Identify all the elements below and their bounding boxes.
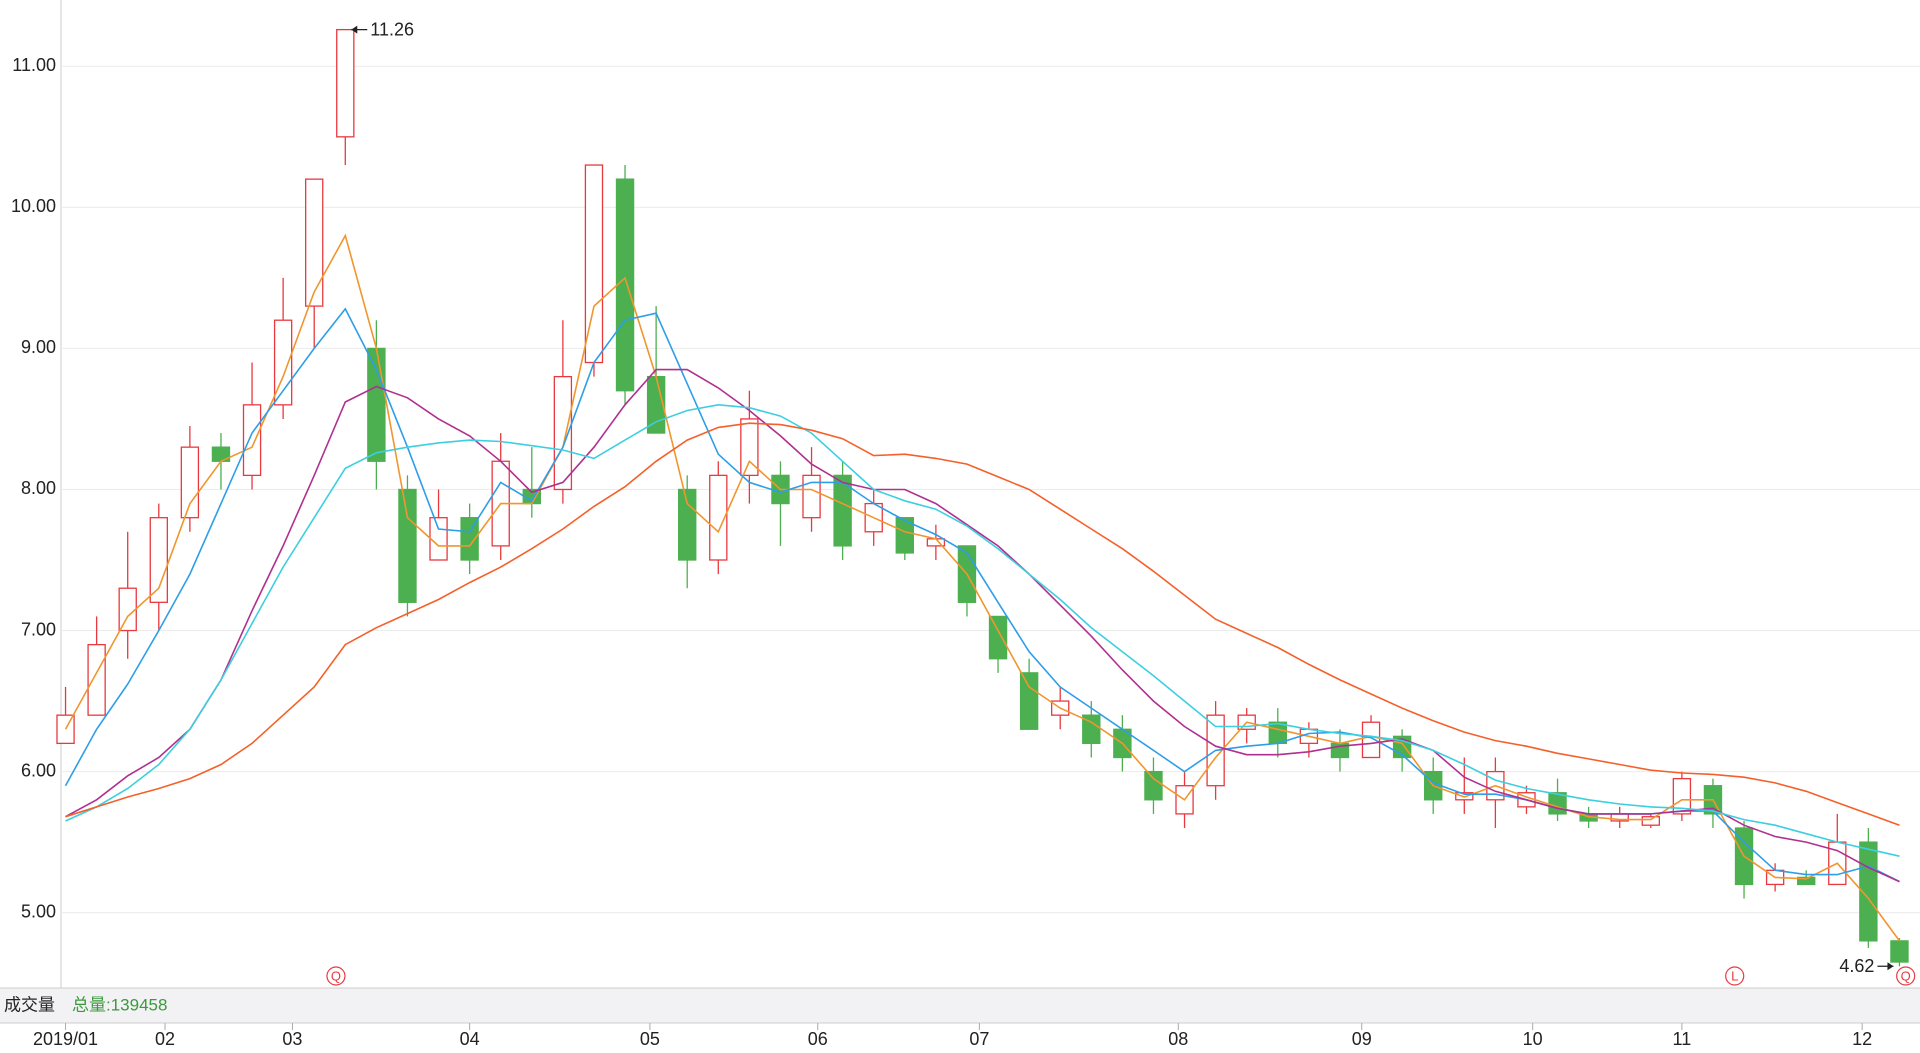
candle-body: [149, 517, 168, 603]
candle-body: [1019, 672, 1039, 730]
signal-label: Q: [331, 968, 341, 983]
x-tick-label: 2019/01: [33, 1029, 98, 1049]
y-tick-label: 11.00: [12, 55, 56, 75]
candle-body: [802, 474, 821, 519]
ma-line: [64, 307, 1900, 883]
candle-body: [1641, 816, 1660, 826]
ma-line: [65, 368, 1900, 883]
x-tick-label: 09: [1352, 1029, 1372, 1049]
candle-body: [242, 404, 262, 477]
candle-body: [1797, 876, 1816, 886]
candle-body: [118, 587, 137, 632]
signal-label: L: [1731, 968, 1738, 983]
signal-circle: [1725, 966, 1745, 986]
candle-body: [460, 517, 479, 561]
signal-label: Q: [1901, 968, 1911, 983]
ma-line: [65, 422, 1900, 826]
candle-body: [833, 474, 852, 547]
x-tick-label: 11: [1673, 1029, 1692, 1049]
annotation-arrowhead: [351, 25, 358, 34]
candle-body: [1361, 721, 1381, 759]
volume-total: 总量:139458: [72, 995, 167, 1014]
signal-circle: [1896, 966, 1916, 986]
candle-body: [180, 446, 200, 519]
candle-body: [740, 418, 759, 477]
x-tick-label: 03: [282, 1029, 302, 1049]
max-label: 11.26: [370, 19, 414, 39]
candle-body: [87, 643, 106, 716]
candle-body: [1144, 770, 1163, 801]
x-tick-label: 06: [808, 1029, 828, 1049]
x-tick-label: 12: [1852, 1029, 1872, 1049]
candle-body: [615, 178, 635, 392]
y-tick-label: 8.00: [21, 478, 56, 498]
candle-body: [1890, 940, 1909, 963]
candle-body: [895, 517, 914, 554]
y-tick-label: 10.00: [11, 196, 56, 216]
volume-title: 成交量: [4, 995, 55, 1014]
candle-body: [1082, 714, 1101, 745]
y-tick-label: 9.00: [21, 337, 56, 357]
x-tick-label: 07: [969, 1029, 989, 1049]
x-tick-label: 10: [1523, 1029, 1543, 1049]
min-label: 4.62: [1839, 956, 1874, 976]
y-tick-label: 7.00: [21, 619, 56, 639]
ma-line: [64, 233, 1901, 942]
x-tick-label: 04: [460, 1029, 480, 1049]
candle-body: [367, 347, 386, 462]
signal-circle: [326, 966, 346, 986]
x-tick-label: 02: [155, 1029, 175, 1049]
candle-body: [1672, 777, 1692, 815]
annotation-arrowhead: [1887, 962, 1894, 971]
x-tick-label: 08: [1168, 1029, 1188, 1049]
candle-body: [398, 488, 417, 603]
candle-body: [988, 615, 1008, 660]
candle-body: [429, 517, 448, 561]
candle-body: [553, 375, 573, 491]
volume-strip: [0, 988, 1920, 1023]
candle-body: [678, 488, 697, 561]
candle-body: [336, 28, 355, 138]
y-tick-label: 5.00: [21, 901, 56, 921]
candle-body: [305, 178, 324, 307]
y-tick-label: 6.00: [21, 760, 56, 780]
x-tick-label: 05: [640, 1029, 660, 1049]
ma-line: [65, 403, 1900, 857]
candle-body: [709, 474, 728, 561]
